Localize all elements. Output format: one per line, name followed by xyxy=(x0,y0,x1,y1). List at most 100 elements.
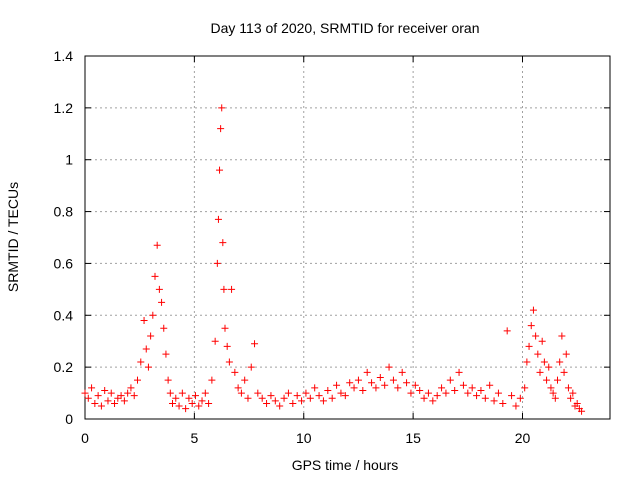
data-point xyxy=(547,384,555,392)
data-point xyxy=(158,298,166,306)
data-point xyxy=(424,389,432,397)
data-point xyxy=(306,394,314,402)
data-point xyxy=(333,381,341,389)
data-point xyxy=(205,399,213,407)
y-tick-label: 0.2 xyxy=(54,359,74,375)
data-point xyxy=(127,384,135,392)
data-point xyxy=(142,345,150,353)
data-point xyxy=(147,332,155,340)
data-point xyxy=(569,389,577,397)
data-point xyxy=(486,381,494,389)
data-point xyxy=(455,368,463,376)
data-point xyxy=(350,384,358,392)
data-point xyxy=(573,399,581,407)
data-point xyxy=(172,394,180,402)
data-point xyxy=(276,402,284,410)
y-tick-label: 1.4 xyxy=(54,48,74,64)
data-point xyxy=(368,379,376,387)
data-point xyxy=(284,389,292,397)
data-point xyxy=(534,350,542,358)
data-point xyxy=(538,337,546,345)
data-point xyxy=(244,394,252,402)
data-point xyxy=(101,386,109,394)
x-tick-label: 0 xyxy=(81,430,89,446)
data-point xyxy=(376,374,384,382)
data-point xyxy=(551,394,559,402)
data-point xyxy=(151,272,159,280)
data-point xyxy=(525,342,533,350)
data-point xyxy=(213,259,221,267)
data-point xyxy=(554,376,561,384)
data-point xyxy=(188,399,196,407)
data-point xyxy=(254,389,262,397)
data-point xyxy=(477,386,485,394)
data-point xyxy=(137,358,145,366)
data-point xyxy=(468,384,476,392)
grid-lines xyxy=(85,56,610,419)
data-point xyxy=(540,358,548,366)
data-point xyxy=(111,399,119,407)
data-point xyxy=(523,358,531,366)
data-point xyxy=(302,389,310,397)
data-point xyxy=(451,386,459,394)
x-tick-label: 15 xyxy=(405,430,421,446)
data-point xyxy=(211,337,219,345)
data-point xyxy=(234,384,242,392)
data-point xyxy=(403,379,411,387)
data-point xyxy=(178,389,186,397)
data-point xyxy=(271,397,279,405)
data-point xyxy=(134,376,141,384)
data-point xyxy=(311,384,319,392)
data-point xyxy=(293,392,301,400)
data-points xyxy=(81,104,586,415)
data-point xyxy=(481,394,489,402)
data-point xyxy=(247,363,255,371)
data-point xyxy=(446,376,454,384)
data-point xyxy=(120,397,128,405)
data-point xyxy=(556,358,564,366)
data-point xyxy=(280,394,288,402)
data-point xyxy=(228,285,236,293)
data-point xyxy=(521,384,529,392)
data-point xyxy=(508,392,516,400)
data-point xyxy=(473,392,481,400)
data-point xyxy=(385,363,393,371)
data-point xyxy=(416,386,424,394)
y-tick-label: 0 xyxy=(65,411,73,427)
data-point xyxy=(494,389,502,397)
y-tick-label: 1 xyxy=(65,152,73,168)
x-tick-label: 20 xyxy=(515,430,531,446)
x-axis-label: GPS time / hours xyxy=(292,457,399,473)
y-tick-label: 1.2 xyxy=(54,100,74,116)
data-point xyxy=(420,394,428,402)
data-point xyxy=(208,376,216,384)
data-point xyxy=(503,327,511,335)
data-point xyxy=(94,392,102,400)
data-point xyxy=(545,363,553,371)
data-point xyxy=(217,125,225,133)
data-point xyxy=(464,389,472,397)
data-point xyxy=(214,215,222,223)
data-point xyxy=(532,332,540,340)
data-point xyxy=(442,389,450,397)
data-point xyxy=(411,381,419,389)
data-point xyxy=(567,394,575,402)
y-axis-label: SRMTID / TECUs xyxy=(5,182,21,292)
data-point xyxy=(527,322,535,330)
data-point xyxy=(149,311,157,319)
data-point xyxy=(289,399,297,407)
data-point xyxy=(81,389,89,397)
data-point xyxy=(562,350,570,358)
chart-title: Day 113 of 2020, SRMTID for receiver ora… xyxy=(211,20,480,36)
data-point xyxy=(398,368,406,376)
data-point xyxy=(558,332,566,340)
data-point xyxy=(363,368,371,376)
data-point xyxy=(160,324,168,332)
data-point xyxy=(549,389,557,397)
data-point xyxy=(324,386,332,394)
data-point xyxy=(560,368,568,376)
data-point xyxy=(381,381,389,389)
data-point xyxy=(328,394,336,402)
data-point xyxy=(564,384,572,392)
